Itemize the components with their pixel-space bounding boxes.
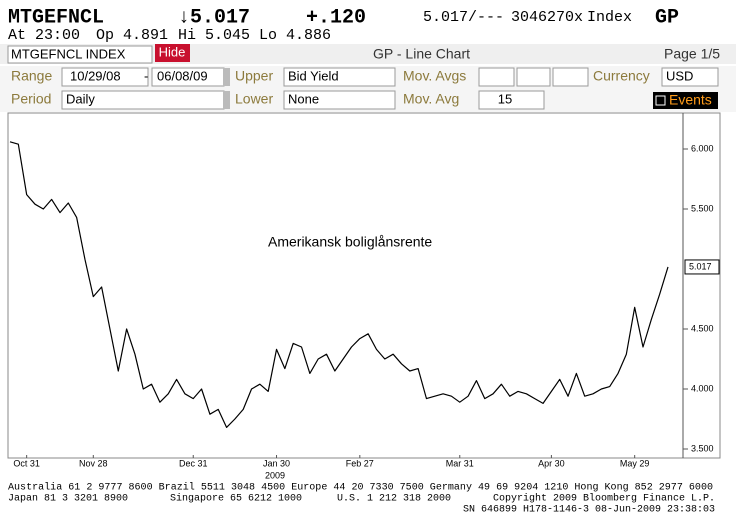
x-tick-label: Mar 31 [446,458,474,468]
x-tick-label: May 29 [620,458,650,468]
page-number: Page 1/5 [664,46,720,62]
footer-contacts: Australia 61 2 9777 8600 Brazil 5511 304… [8,482,713,494]
chart-frame [7,112,721,459]
events-button[interactable] [653,92,718,109]
mov-avg-period-field[interactable] [478,90,545,110]
x-tick-label: Feb 27 [346,458,374,468]
security: MTGEFNCL INDEX [11,46,126,61]
upper-label: Upper [235,68,273,84]
calendar-button[interactable] [223,68,230,86]
y-tick-label: 3.500 [691,443,714,453]
range-end: 06/08/09 [157,68,208,83]
mov-avg-field[interactable] [552,67,589,87]
lower-label: Lower [235,91,273,107]
range-start-field[interactable] [61,67,149,87]
last-value-box [684,259,720,275]
screen-title: GP - Line Chart [373,46,470,62]
currency-label: Currency [593,68,650,84]
range-label: Range [11,68,52,84]
high-price: Hi 5.045 [178,27,250,44]
footer-japan: Japan 81 3 3201 8900 [8,494,128,505]
footer-copyright: Copyright 2009 Bloomberg Finance L.P. [493,493,715,505]
annotation: Amerikansk boliglånsrente [268,234,432,250]
price-line [9,141,669,428]
y-tick-label: 4.000 [691,383,714,393]
period-dropdown[interactable] [223,91,230,109]
lower-field[interactable] [283,90,396,110]
y-tick-label: 4.500 [691,323,714,333]
y-tick-label: 5.500 [691,203,714,213]
mov-avg-label: Mov. Avg [403,91,459,107]
net-change: +.120 [306,6,366,29]
period: Daily [66,91,95,106]
range-start: 10/29/08 [70,68,121,83]
upper-value: Bid Yield [288,68,339,83]
footer-singapore: Singapore 65 6212 1000 [170,493,302,505]
year-label: 2009 [265,470,285,480]
upper-field[interactable] [283,67,396,87]
y-tick-label: 6.000 [691,143,714,153]
last-price: ↓5.017 [178,6,250,29]
footer-us: U.S. 1 212 318 2000 [337,494,451,505]
x-tick-label: Jan 30 [263,458,290,468]
events-label: Events [669,92,712,108]
function-code: GP [655,6,679,29]
last-value-label: 5.017 [689,261,712,271]
mov-avg-field[interactable] [478,67,515,87]
security-field[interactable] [7,45,153,64]
mov-avg-field[interactable] [516,67,551,87]
currency-field[interactable] [661,67,719,87]
x-tick-label: Oct 31 [13,458,40,468]
footer-session: SN 646899 H178-1146-3 08-Jun-2009 23:38:… [463,505,715,516]
hide-button[interactable] [155,44,190,62]
bid-ask: 5.017/--- [423,9,504,26]
x-tick-label: Dec 31 [179,458,208,468]
low-price: Lo 4.886 [259,27,331,44]
period-label: Period [11,91,51,107]
ticker: MTGEFNCL [8,6,104,29]
range-separator: - [144,68,148,83]
hide-label: Hide [159,44,186,59]
events-checkbox[interactable] [655,95,666,106]
mov-avg-period: 15 [498,91,512,106]
x-tick-label: Apr 30 [538,458,565,468]
lower-value: None [288,91,319,106]
mov-avgs-label: Mov. Avgs [403,68,466,84]
volume: 3046270x [511,9,583,26]
open-price: Op 4.891 [96,27,168,44]
x-tick-label: Nov 28 [79,458,108,468]
quote-time: At 23:00 [8,27,80,44]
currency: USD [666,68,693,83]
market-sector: Index [587,9,632,26]
